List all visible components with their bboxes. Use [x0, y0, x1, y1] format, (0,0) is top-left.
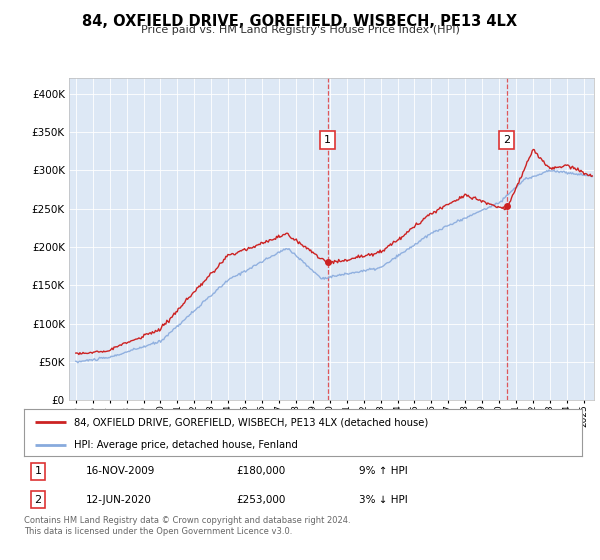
- Text: £253,000: £253,000: [236, 494, 286, 505]
- Text: 16-NOV-2009: 16-NOV-2009: [85, 466, 155, 476]
- Text: HPI: Average price, detached house, Fenland: HPI: Average price, detached house, Fenl…: [74, 440, 298, 450]
- Text: 2: 2: [34, 494, 41, 505]
- Text: Price paid vs. HM Land Registry's House Price Index (HPI): Price paid vs. HM Land Registry's House …: [140, 25, 460, 35]
- Text: 9% ↑ HPI: 9% ↑ HPI: [359, 466, 407, 476]
- Text: Contains HM Land Registry data © Crown copyright and database right 2024.
This d: Contains HM Land Registry data © Crown c…: [24, 516, 350, 536]
- Text: 84, OXFIELD DRIVE, GOREFIELD, WISBECH, PE13 4LX (detached house): 84, OXFIELD DRIVE, GOREFIELD, WISBECH, P…: [74, 417, 428, 427]
- Text: 1: 1: [324, 135, 331, 144]
- Text: 2: 2: [503, 135, 510, 144]
- Text: 1: 1: [34, 466, 41, 476]
- Text: 84, OXFIELD DRIVE, GOREFIELD, WISBECH, PE13 4LX: 84, OXFIELD DRIVE, GOREFIELD, WISBECH, P…: [82, 14, 518, 29]
- Text: 3% ↓ HPI: 3% ↓ HPI: [359, 494, 407, 505]
- Text: 12-JUN-2020: 12-JUN-2020: [85, 494, 151, 505]
- Text: £180,000: £180,000: [236, 466, 285, 476]
